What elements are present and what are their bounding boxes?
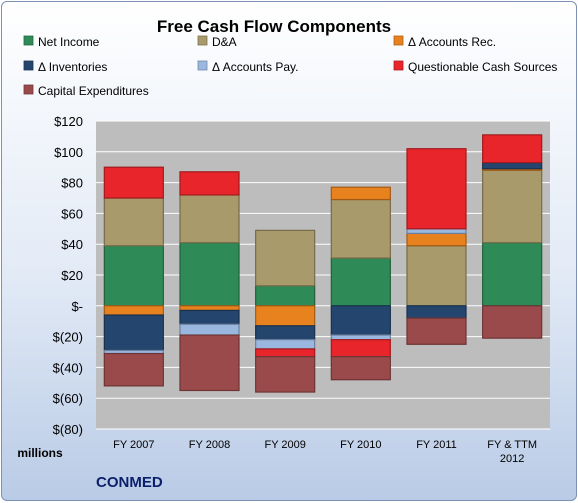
bar-capital-expenditures [406, 317, 467, 345]
bar-delta-inventories [255, 325, 316, 341]
legend-swatch-questionable-cash-sources [393, 60, 404, 71]
bar-capital-expenditures [179, 334, 240, 392]
legend-entry-delta-inventories: Δ Inventories [38, 60, 107, 74]
bar-capital-expenditures [255, 356, 316, 393]
legend-entry-delta-accounts-rec: Δ Accounts Rec. [408, 35, 496, 49]
x-tick-label: FY 2011 [416, 439, 457, 451]
y-tick-label: $40 [61, 237, 83, 252]
bar-delta-accounts-rec [406, 232, 467, 247]
legend-swatch-delta-accounts-rec [393, 35, 404, 46]
bar-d-a [406, 245, 467, 307]
bar-d-a [255, 229, 316, 287]
legend-swatch-delta-accounts-pay [197, 60, 208, 71]
x-tick-label: FY 2007 [113, 439, 154, 451]
bar-questionable-cash-sources [330, 339, 391, 358]
y-tick-label: $60 [61, 206, 83, 221]
legend-entry-capital-expenditures: Capital Expenditures [38, 84, 149, 98]
bar-delta-accounts-pay [330, 334, 391, 341]
bar-questionable-cash-sources [179, 171, 240, 196]
y-axis: $120 $100 $80 $60 $40 $20 $- $(20) $(40) $(60) $(8… [53, 114, 83, 437]
bar-capital-expenditures [330, 356, 391, 381]
bar-questionable-cash-sources [482, 134, 543, 164]
bar-delta-inventories [406, 305, 467, 319]
y-tick-label: $120 [54, 114, 83, 129]
bar-net-income [179, 242, 240, 307]
bar-delta-accounts-rec [330, 186, 391, 201]
bar-net-income [330, 257, 391, 307]
legend-swatch-d-a [197, 35, 208, 46]
y-tick-label: $(40) [53, 360, 83, 375]
legend-entry-net-income: Net Income [38, 35, 100, 49]
x-tick-label: FY 2009 [264, 439, 305, 451]
bar-capital-expenditures [103, 352, 164, 387]
bar-questionable-cash-sources [255, 348, 316, 358]
y-axis-label: millions [17, 446, 63, 460]
y-tick-label: $80 [61, 176, 83, 191]
bar-net-income [103, 245, 164, 307]
bar-capital-expenditures [482, 305, 543, 339]
y-tick-label: $20 [61, 268, 83, 283]
bar-delta-accounts-rec [103, 305, 164, 316]
x-axis: FY 2007 FY 2008 FY 2009 FY 2010 FY 2011 FY & … [113, 439, 537, 465]
bar-delta-inventories [482, 161, 543, 170]
bar-questionable-cash-sources [103, 166, 164, 199]
y-tick-label: $(80) [53, 422, 83, 437]
bar-delta-accounts-pay [255, 339, 316, 350]
bar-d-a [482, 169, 543, 244]
legend-entry-questionable-cash-sources: Questionable Cash Sources [408, 60, 557, 74]
x-tick-label: FY & TTM [487, 439, 537, 451]
bar-questionable-cash-sources [406, 148, 467, 230]
bar-delta-accounts-rec [255, 305, 316, 327]
bar-delta-inventories [179, 309, 240, 325]
bar-net-income [255, 285, 316, 307]
bar-delta-accounts-pay [179, 323, 240, 336]
bar-delta-inventories [103, 314, 164, 352]
bar-d-a [330, 198, 391, 259]
legend-entry-delta-accounts-pay: Δ Accounts Pay. [212, 60, 299, 74]
y-tick-label: $(60) [53, 391, 83, 406]
legend-swatch-capital-expenditures [23, 84, 34, 95]
y-tick-label: $100 [54, 145, 83, 160]
bar-net-income [482, 242, 543, 307]
x-tick-label: 2012 [500, 453, 524, 465]
chart-title: Free Cash Flow Components [157, 17, 391, 36]
y-tick-label: $(20) [53, 330, 83, 345]
legend-entry-d-a: D&A [212, 35, 237, 49]
bar-delta-accounts-pay [406, 228, 467, 235]
x-tick-label: FY 2008 [189, 439, 230, 451]
bar-d-a [179, 194, 240, 244]
bar-delta-accounts-rec [179, 305, 240, 312]
x-tick-label: FY 2010 [340, 439, 381, 451]
bar-d-a [103, 197, 164, 247]
gridlines [96, 120, 550, 430]
company-name: CONMED [96, 474, 163, 491]
bar-delta-inventories [330, 305, 391, 336]
legend-swatch-net-income [23, 35, 34, 46]
bars [103, 134, 543, 393]
legend-swatch-delta-inventories [23, 60, 34, 71]
legend: Net Income D&A Δ Accounts Rec. Δ Inventorie… [23, 35, 557, 98]
y-tick-label: $- [71, 299, 83, 314]
